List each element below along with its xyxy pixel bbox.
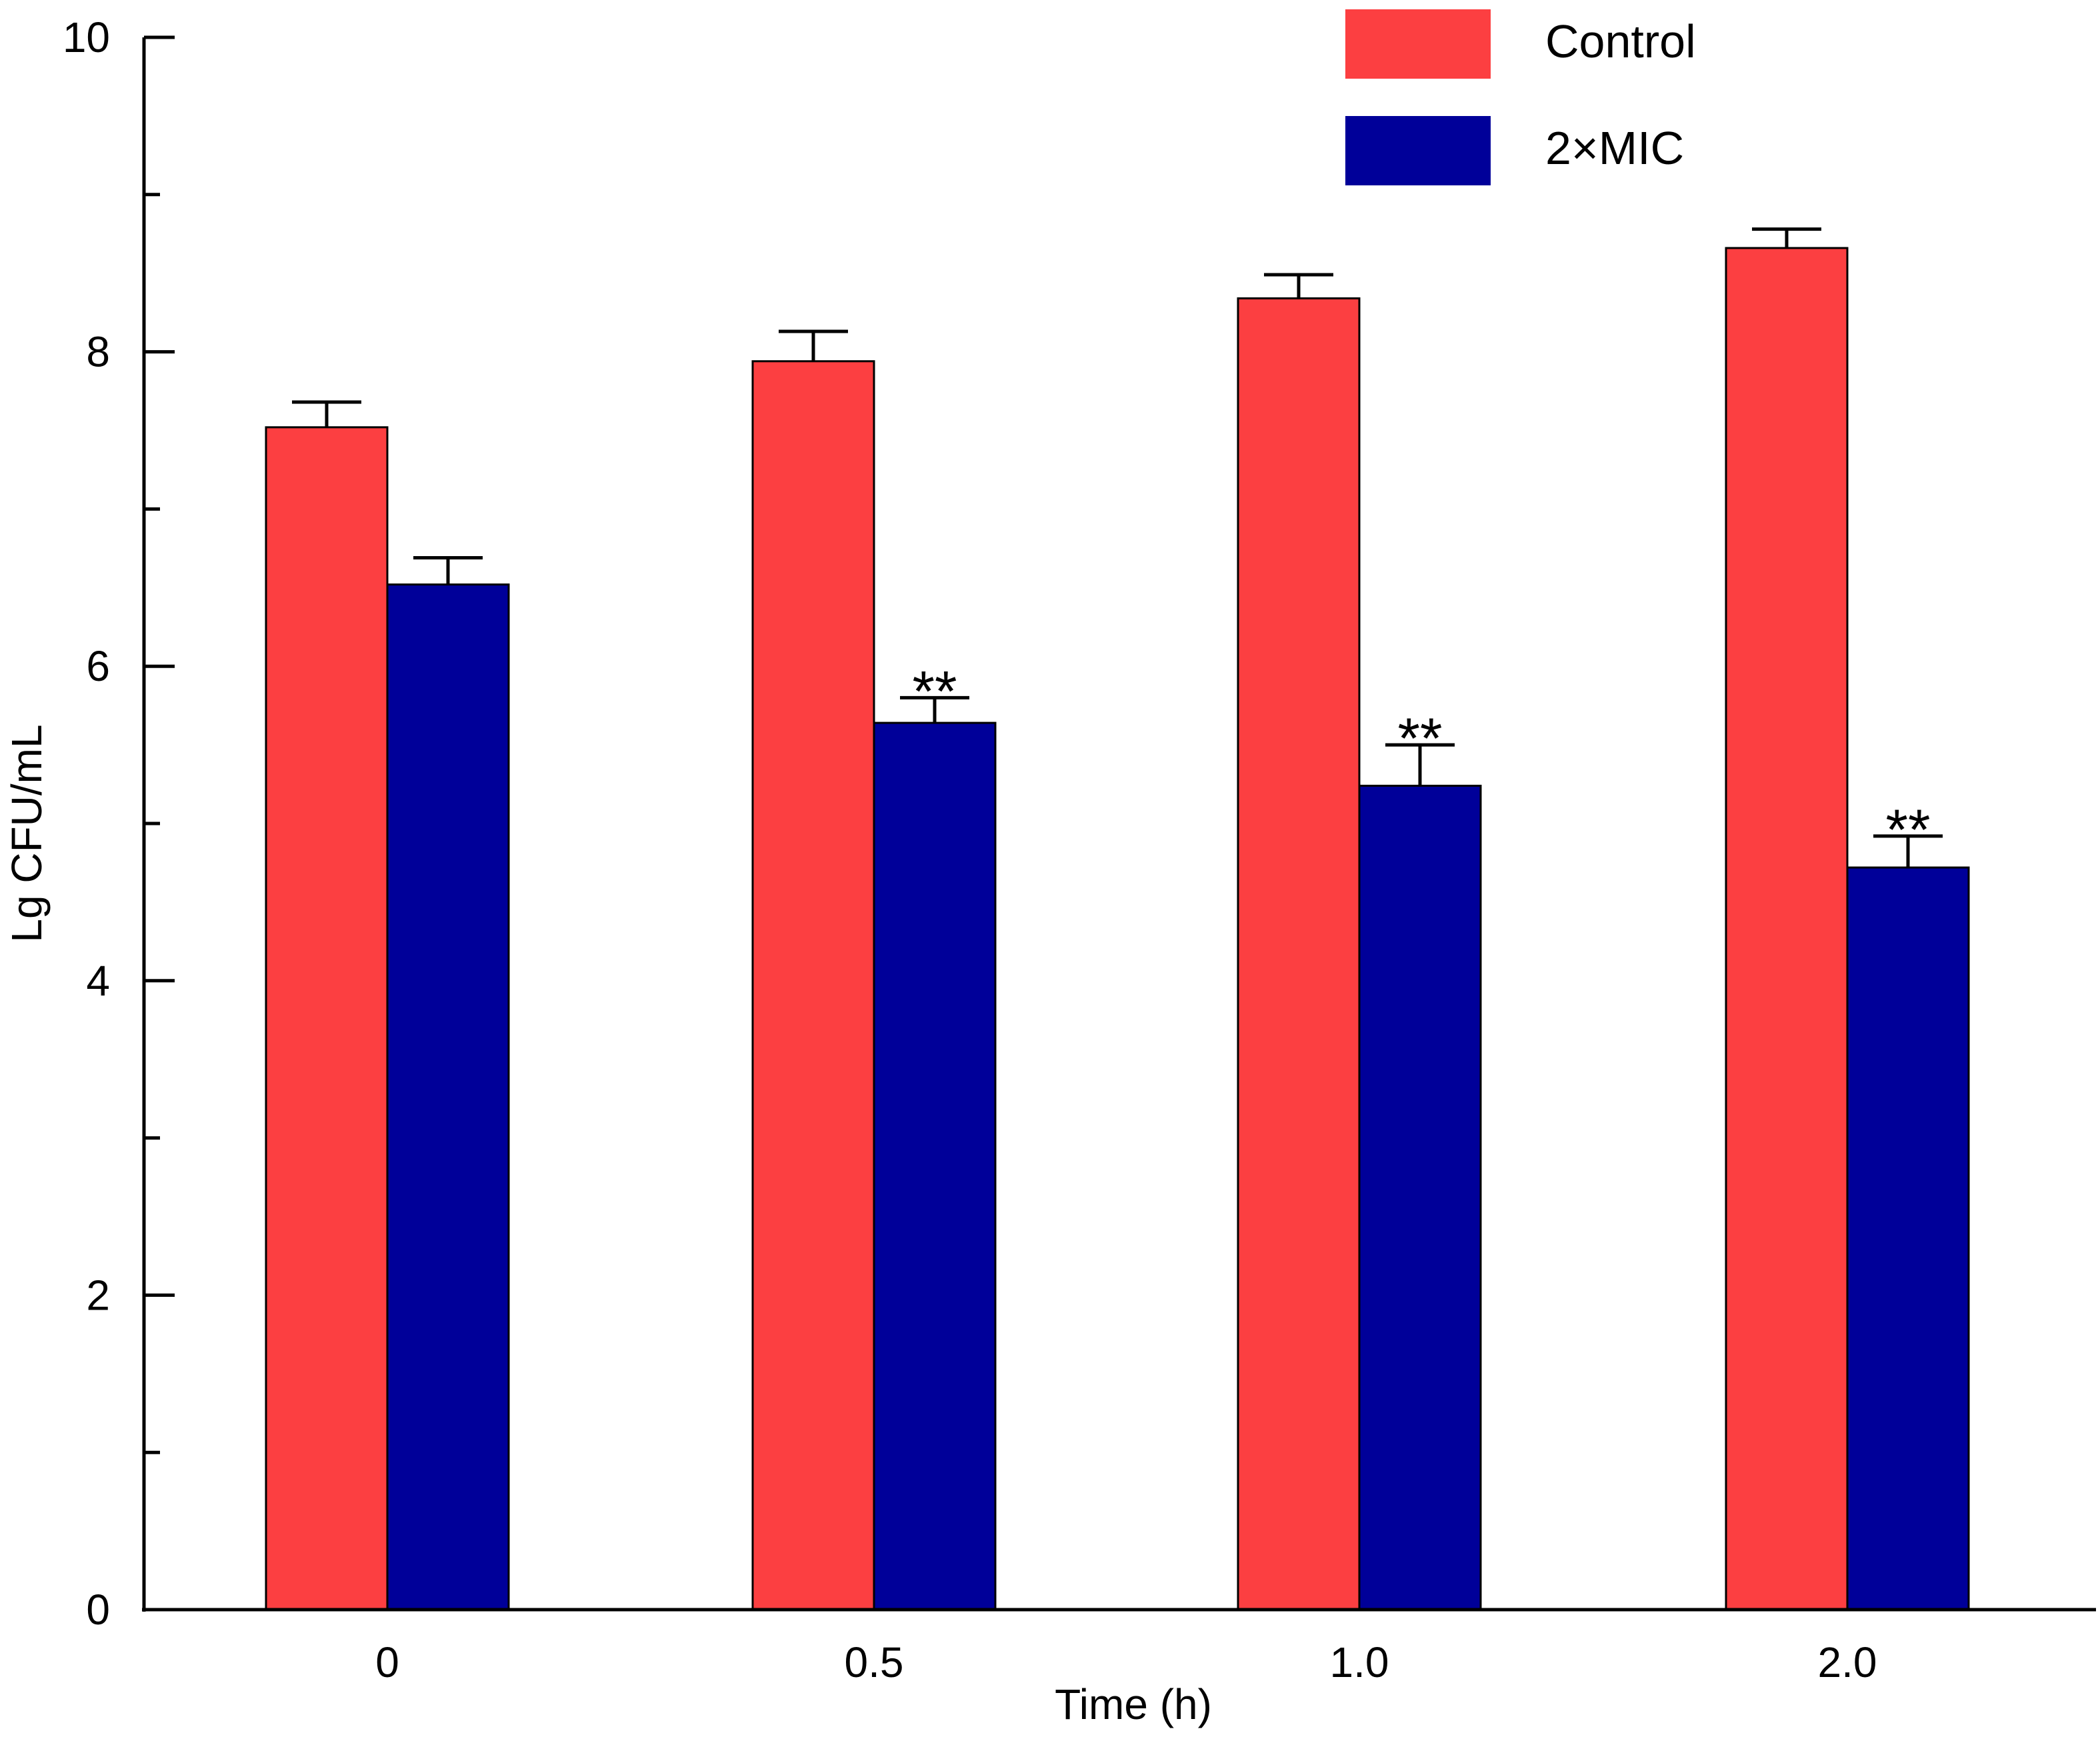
plot-area: ** ** **	[265, 227, 1970, 1611]
x-tick-label: 0.5	[845, 1638, 904, 1686]
bar-2×MIC-2.0	[1846, 866, 1970, 1611]
bar-2×MIC-0.5	[873, 721, 997, 1611]
significance-label: **	[913, 659, 957, 723]
significance-label: **	[1398, 707, 1443, 771]
bar-Control-0	[265, 426, 389, 1611]
x-axis-title: Time (h)	[1055, 1680, 1212, 1728]
tick-group: 0 2 4 6 8 10 0 0.5 1.0 2.0	[63, 13, 1877, 1686]
legend: Control 2×MIC	[1345, 9, 1696, 185]
bar-Control-1.0	[1237, 297, 1361, 1611]
bar-Control-0.5	[751, 360, 875, 1611]
legend-swatch-Control	[1345, 9, 1491, 79]
y-axis-title: Lg CFU/mL	[3, 724, 51, 942]
bar-2×MIC-1.0	[1358, 784, 1482, 1611]
y-tick-label: 6	[86, 642, 110, 690]
legend-swatch-2×MIC	[1345, 116, 1491, 185]
legend-label-Control: Control	[1545, 15, 1696, 67]
y-tick-label: 10	[63, 13, 110, 61]
significance-label: **	[1886, 798, 1931, 862]
y-tick-label: 4	[86, 957, 110, 1005]
y-tick-label: 0	[86, 1586, 110, 1634]
x-tick-label: 0	[375, 1638, 399, 1686]
y-tick-label: 2	[86, 1271, 110, 1319]
y-tick-label: 8	[86, 328, 110, 376]
bar-Control-2.0	[1725, 247, 1849, 1611]
bar-2×MIC-0	[386, 583, 510, 1611]
x-tick-label: 1.0	[1330, 1638, 1389, 1686]
x-tick-label: 2.0	[1818, 1638, 1877, 1686]
legend-label-2×MIC: 2×MIC	[1545, 122, 1684, 174]
